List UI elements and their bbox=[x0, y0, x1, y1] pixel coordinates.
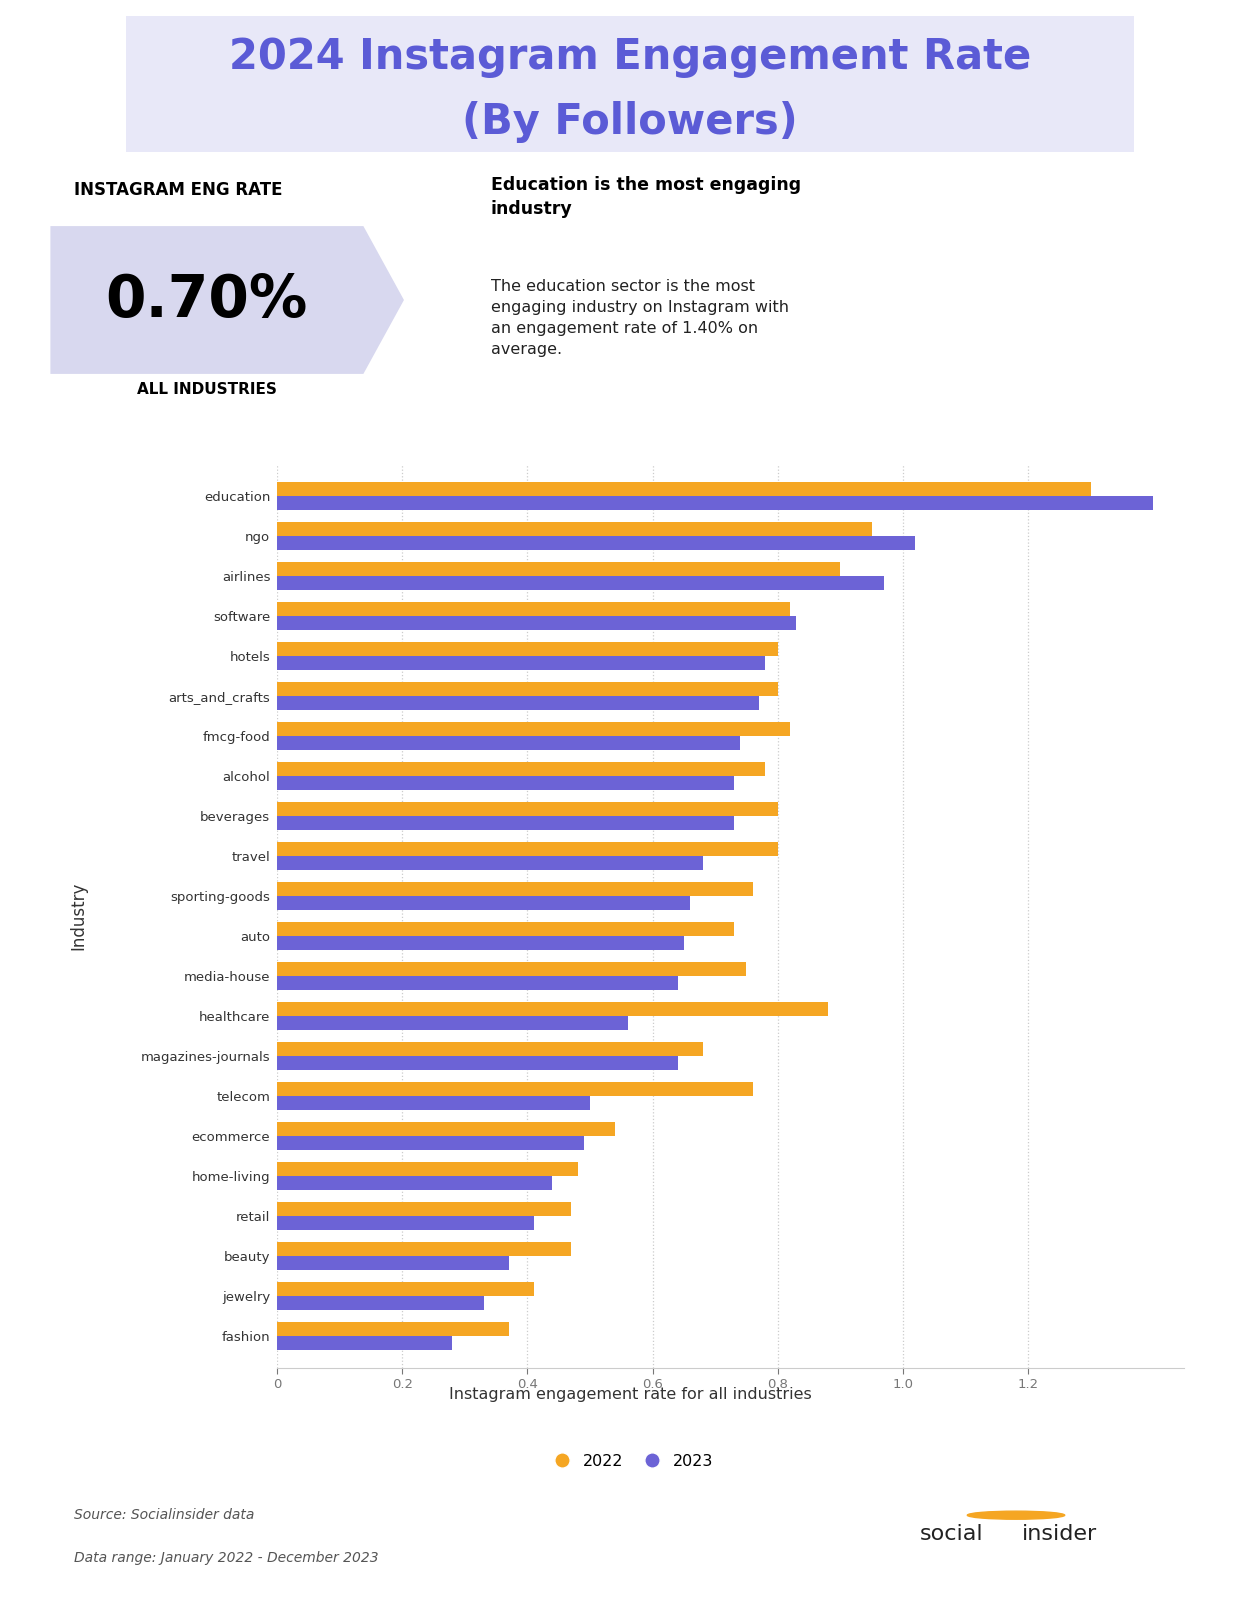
Bar bbox=[277, 682, 777, 696]
Bar bbox=[277, 1282, 534, 1296]
FancyBboxPatch shape bbox=[86, 11, 1174, 157]
Bar bbox=[277, 1176, 552, 1190]
Bar bbox=[277, 1322, 509, 1336]
Bar bbox=[277, 1002, 828, 1016]
Text: Source: Socialinsider data: Source: Socialinsider data bbox=[73, 1509, 255, 1523]
Bar bbox=[277, 896, 690, 910]
Bar bbox=[277, 1136, 583, 1150]
Bar bbox=[277, 616, 796, 630]
Legend: 2022, 2023: 2022, 2023 bbox=[541, 1448, 719, 1475]
Bar bbox=[277, 482, 1091, 496]
Text: Instagram engagement rate for all industries: Instagram engagement rate for all indust… bbox=[449, 1387, 811, 1402]
Bar bbox=[277, 882, 752, 896]
Bar bbox=[277, 802, 777, 816]
Text: (By Followers): (By Followers) bbox=[462, 101, 798, 142]
Bar bbox=[277, 1242, 571, 1256]
Bar bbox=[277, 1042, 703, 1056]
Bar bbox=[277, 1016, 627, 1030]
Bar bbox=[277, 936, 684, 950]
Bar bbox=[277, 976, 678, 990]
Circle shape bbox=[968, 1510, 1065, 1520]
Y-axis label: Industry: Industry bbox=[69, 882, 87, 950]
Text: INSTAGRAM ENG RATE: INSTAGRAM ENG RATE bbox=[73, 181, 282, 200]
Bar bbox=[277, 1082, 752, 1096]
Bar bbox=[277, 856, 703, 870]
Bar bbox=[277, 1296, 484, 1310]
Bar bbox=[277, 1122, 615, 1136]
Text: The education sector is the most
engaging industry on Instagram with
an engageme: The education sector is the most engagin… bbox=[491, 278, 789, 357]
Bar bbox=[277, 816, 733, 830]
Bar bbox=[277, 656, 765, 670]
Text: 0.70%: 0.70% bbox=[106, 272, 309, 328]
Bar bbox=[277, 496, 1153, 510]
Bar bbox=[277, 1162, 577, 1176]
Bar bbox=[277, 842, 777, 856]
Bar bbox=[277, 696, 759, 710]
Bar bbox=[277, 1096, 590, 1110]
Bar bbox=[277, 1216, 534, 1230]
Bar bbox=[277, 562, 840, 576]
Bar bbox=[277, 1256, 509, 1270]
Text: insider: insider bbox=[1022, 1525, 1097, 1544]
Bar bbox=[277, 642, 777, 656]
Bar bbox=[277, 1336, 452, 1350]
Polygon shape bbox=[50, 226, 404, 374]
Bar bbox=[277, 762, 765, 776]
Text: 2024 Instagram Engagement Rate: 2024 Instagram Engagement Rate bbox=[229, 35, 1031, 78]
Bar bbox=[277, 962, 746, 976]
Text: Education is the most engaging
industry: Education is the most engaging industry bbox=[491, 176, 801, 218]
Text: social: social bbox=[920, 1525, 983, 1544]
Text: ALL INDUSTRIES: ALL INDUSTRIES bbox=[137, 382, 277, 397]
Bar bbox=[277, 1056, 678, 1070]
Text: Data range: January 2022 - December 2023: Data range: January 2022 - December 2023 bbox=[73, 1550, 378, 1565]
Bar bbox=[277, 576, 885, 590]
Bar bbox=[277, 776, 733, 790]
Bar bbox=[277, 722, 790, 736]
Bar bbox=[277, 922, 733, 936]
Bar bbox=[277, 602, 790, 616]
Bar bbox=[277, 536, 915, 550]
Bar bbox=[277, 736, 740, 750]
Bar bbox=[277, 522, 872, 536]
Bar bbox=[277, 1202, 571, 1216]
